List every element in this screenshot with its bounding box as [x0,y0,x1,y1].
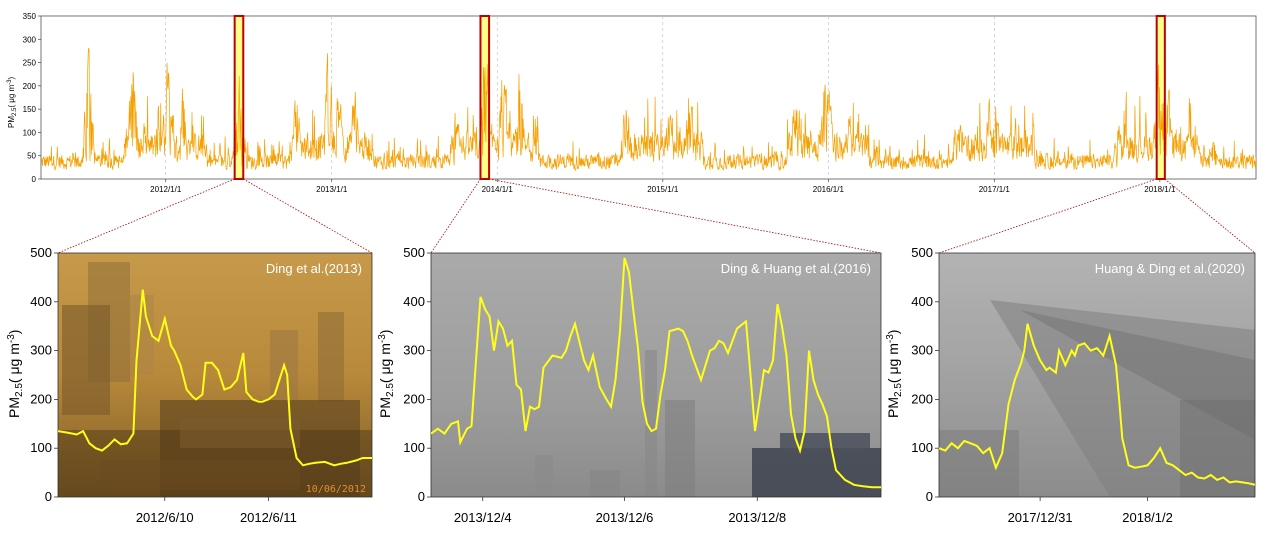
panel2-y-tick-label: 0 [418,489,425,504]
zoom-connector-line [1164,178,1256,254]
panel3-y-tick-label: 0 [926,489,933,504]
top-plot-frame [40,15,1257,180]
photo-beijing-2013 [431,253,881,497]
panel3-y-tick-label: 500 [911,245,933,260]
panel2-y-tick-label: 400 [403,294,425,309]
zoom-connector-line [430,178,481,254]
panel3-y-tick-label: 300 [911,343,933,358]
top-highlight-frame [479,15,491,180]
panel1-y-tick-label: 400 [30,294,52,309]
top-highlight-frame [233,15,245,180]
panel2-y-tick-label: 500 [403,245,425,260]
panel2-x-tick-label: 2013/12/6 [596,510,654,525]
zoom-panel-2018: 0 100 200 300 400 500 2017/12/31 2018/1/2 Huan… [885,245,1256,525]
top-y-tick-label: 350 [23,12,37,21]
photo-date-stamp: 10/06/2012 [306,484,366,495]
top-x-tick-label: 2015/1/1 [647,185,679,194]
panel1-pm25-series [58,289,372,467]
panel3-y-tick-label: 400 [911,294,933,309]
panel1-x-tick-label: 2012/6/10 [136,510,194,525]
top-x-tick-label: 2017/1/1 [979,185,1011,194]
photo-beijing-2012: 10/06/2012 [58,253,372,497]
panel1-y-tick-label: 500 [30,245,52,260]
zoom-connector-line [57,178,235,254]
panel2-x-ticks: 2013/12/4 2013/12/6 2013/12/8 [454,497,786,525]
panel3-citation: Huang & Ding et al.(2020) [1095,261,1245,276]
panel1-x-ticks: 2012/6/10 2012/6/11 [136,497,297,525]
panel3-x-tick-label: 2018/1/2 [1122,510,1173,525]
top-highlight-frame [1155,15,1166,180]
top-y-tick-label: 200 [23,82,37,91]
panel3-y-ticks: 0 100 200 300 400 500 [911,245,939,504]
zoom-connector-line [489,178,882,254]
panel1-y-tick-label: 100 [30,440,52,455]
zoom-connector-line [938,178,1157,254]
panel1-y-tick-label: 200 [30,391,52,406]
top-y-tick-label: 100 [23,128,37,137]
panel2-pm25-series [431,257,881,489]
top-y-tick-label: 50 [27,152,36,161]
panel3-frame [938,252,1256,498]
panel2-x-tick-label: 2013/12/8 [728,510,786,525]
panel1-frame [57,252,373,498]
panel3-y-axis-label: PM2.5( μg m-3) [885,330,904,418]
zoom-connectors [57,178,1256,254]
panel2-y-tick-label: 300 [403,343,425,358]
photo-beijing-2018 [939,253,1255,497]
panel3-x-ticks: 2017/12/31 2018/1/2 [1008,497,1173,525]
top-x-tick-label: 2016/1/1 [813,185,845,194]
top-highlight-frames [233,15,1166,180]
panel1-y-ticks: 0 100 200 300 400 500 [30,245,58,504]
panel1-y-axis-label: PM2.5( μg m-3) [6,330,25,418]
panel2-y-tick-label: 200 [403,391,425,406]
top-y-tick-label: 0 [32,175,37,184]
panel1-x-tick-label: 2012/6/11 [240,510,297,525]
top-y-tick-label: 150 [23,105,37,114]
top-x-tick-label: 2014/1/1 [482,185,514,194]
panel2-citation: Ding & Huang et al.(2016) [721,261,871,276]
top-y-tick-label: 300 [23,35,37,44]
top-x-tick-label: 2018/1/1 [1144,185,1176,194]
panel3-y-tick-label: 200 [911,391,933,406]
panel3-pm25-series [939,323,1255,486]
panel2-x-tick-label: 2013/12/4 [454,510,512,525]
panel1-y-tick-label: 0 [45,489,52,504]
top-x-tick-label: 2012/1/1 [150,185,182,194]
panel2-y-axis-label: PM2.5( μg m-3) [377,330,396,418]
panel2-y-tick-label: 100 [403,440,425,455]
top-y-axis-label: PM2.5( μg m-3) [7,76,18,128]
panel1-citation: Ding et al.(2013) [266,261,362,276]
panel1-y-tick-label: 300 [30,343,52,358]
panel3-x-tick-label: 2017/12/31 [1008,510,1073,525]
top-x-ticks: 2012/1/1 2013/1/1 2014/1/1 2015/1/1 2016/1/1… [150,179,1176,194]
top-y-ticks: 0 50 100 150 200 250 300 350 [23,12,41,184]
panel3-y-tick-label: 100 [911,440,933,455]
top-x-tick-label: 2013/1/1 [316,185,348,194]
zoom-connector-line [243,178,373,254]
panel2-y-ticks: 0 100 200 300 400 500 [403,245,431,504]
top-highlight-window [1156,16,1165,179]
panel2-frame [430,252,882,498]
top-y-tick-label: 250 [23,59,37,68]
